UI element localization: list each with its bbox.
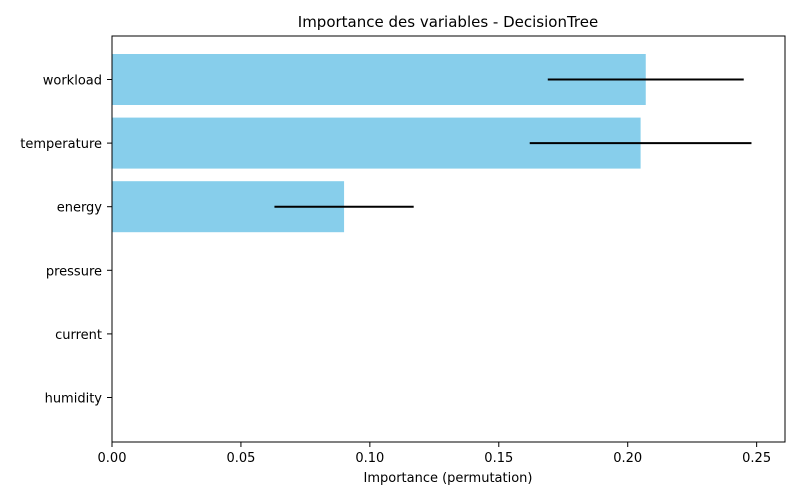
y-tick-label-energy: energy xyxy=(57,201,103,216)
x-tick-label-4: 0.20 xyxy=(613,451,642,466)
plot-frame xyxy=(111,35,786,443)
errorbars-group xyxy=(274,78,752,208)
x-axis-label: Importance (permutation) xyxy=(363,471,532,486)
y-tick-label-temperature: temperature xyxy=(20,137,102,152)
x-tick-label-2: 0.10 xyxy=(355,451,384,466)
y-tick-label-pressure: pressure xyxy=(46,264,102,279)
chart-title: Importance des variables - DecisionTree xyxy=(298,13,598,31)
x-tick-label-1: 0.05 xyxy=(226,451,255,466)
x-axis: 0.00 0.05 0.10 0.15 0.20 0.25 xyxy=(98,442,771,466)
y-tick-label-humidity: humidity xyxy=(45,392,103,407)
y-tick-label-current: current xyxy=(55,328,102,343)
x-tick-label-0: 0.00 xyxy=(98,451,127,466)
x-tick-label-5: 0.25 xyxy=(742,451,771,466)
y-axis: workload temperature energy pressure current… xyxy=(20,74,112,407)
x-tick-label-3: 0.15 xyxy=(484,451,513,466)
y-tick-label-workload: workload xyxy=(43,74,102,89)
